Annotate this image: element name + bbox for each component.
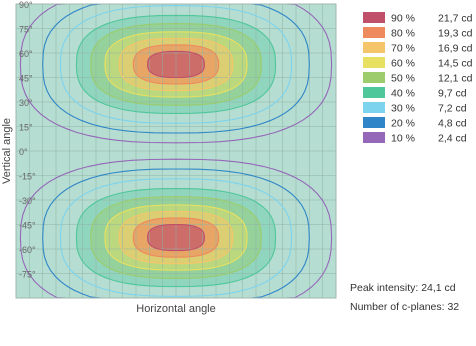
legend-percent: 80 %: [391, 28, 415, 40]
y-tick-labels: 90° 75° 60° 45° 30° 15° 0° -15° -30° -45° -60° -75°: [19, 0, 36, 280]
y-tick-label: 90°: [19, 0, 33, 10]
legend-percent: 20 %: [391, 118, 415, 130]
legend-swatch: [363, 27, 385, 38]
legend-percent: 90 %: [391, 13, 415, 25]
contour-line-40-peak-1: [75, 14, 277, 114]
contour-line-70-peak-1: [118, 37, 234, 92]
x-axis-label: Horizontal angle: [136, 303, 216, 315]
legend-value: 4,8 cd: [438, 118, 467, 130]
contour-line-50-peak-2: [90, 196, 262, 279]
legend-swatch: [363, 132, 385, 143]
y-tick-label: -60°: [19, 245, 36, 255]
contour-line-60-peak-1: [104, 31, 248, 98]
y-tick-label: -75°: [19, 270, 36, 280]
legend-swatch: [363, 57, 385, 68]
legend-percent: 40 %: [391, 88, 415, 100]
plot-border: [15, 3, 337, 299]
legend-swatch: [363, 12, 385, 23]
legend-swatch: [363, 117, 385, 128]
y-tick-label: 15°: [19, 123, 33, 133]
contour-line-70-peak-2: [118, 210, 234, 265]
contour-line-40-peak-2: [75, 188, 277, 288]
legend-value: 14,5 cd: [438, 58, 473, 70]
legend-swatch: [363, 42, 385, 53]
c-planes-text: Number of c-planes: 32: [350, 301, 459, 313]
legend-percent: 30 %: [391, 103, 415, 115]
legend-value: 19,3 cd: [438, 28, 473, 40]
legend-swatch: [363, 102, 385, 113]
contour-line-80-peak-2: [132, 217, 220, 258]
legend-percent: 10 %: [391, 133, 415, 145]
legend-percent: 60 %: [391, 58, 415, 70]
y-tick-label: -45°: [19, 221, 36, 231]
contour-line-50-peak-1: [90, 23, 262, 106]
legend-swatch: [363, 87, 385, 98]
legend-value: 21,7 cd: [438, 13, 473, 25]
legend-percent: 50 %: [391, 73, 415, 85]
legend-value: 2,4 cd: [438, 133, 467, 145]
legend-value: 12,1 cd: [438, 73, 473, 85]
contour-line-80-peak-1: [132, 44, 220, 85]
contour-line-60-peak-2: [104, 204, 248, 271]
legend-percent: 70 %: [391, 43, 415, 55]
peak-intensity-text: Peak intensity: 24,1 cd: [350, 282, 456, 294]
contour-line-30-peak-1: [59, 5, 293, 124]
legend: 90 % 21,7 cd 80 % 19,3 cd 70 % 16,9 cd 60 % 14,…: [363, 12, 473, 145]
y-axis-label: Vertical angle: [1, 118, 13, 184]
legend-value: 9,7 cd: [438, 88, 467, 100]
y-tick-label: -30°: [19, 196, 36, 206]
legend-swatch: [363, 72, 385, 83]
contour-line-30-peak-2: [59, 178, 293, 297]
y-tick-label: 45°: [19, 74, 33, 84]
y-tick-label: 30°: [19, 98, 33, 108]
y-tick-label: 0°: [19, 147, 28, 157]
legend-value: 7,2 cd: [438, 103, 467, 115]
contour-line-90-peak-2: [147, 223, 205, 252]
y-tick-label: 75°: [19, 25, 33, 35]
y-tick-label: -15°: [19, 172, 36, 182]
y-tick-label: 60°: [19, 49, 33, 59]
contour-line-90-peak-1: [147, 50, 205, 79]
legend-value: 16,9 cd: [438, 43, 473, 55]
